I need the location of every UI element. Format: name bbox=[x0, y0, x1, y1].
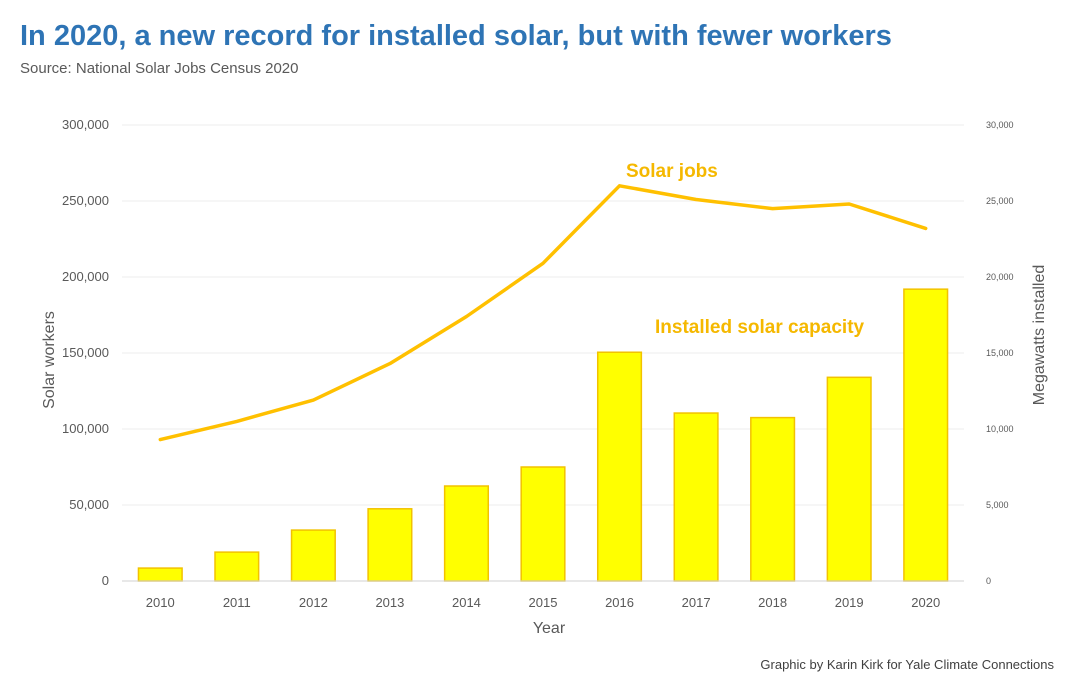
x-tick-label: 2018 bbox=[758, 595, 787, 610]
y-right-tick-label: 25,000 bbox=[986, 196, 1014, 206]
y-left-tick-label: 300,000 bbox=[62, 117, 109, 132]
capacity-bar bbox=[750, 416, 796, 582]
graphic-credit: Graphic by Karin Kirk for Yale Climate C… bbox=[760, 657, 1054, 672]
jobs-line-layer bbox=[158, 184, 928, 442]
x-axis-label: Year bbox=[533, 620, 566, 637]
y-left-tick-label: 250,000 bbox=[62, 193, 109, 208]
y-right-tick-label: 0 bbox=[986, 576, 991, 586]
y-right-tick-label: 30,000 bbox=[986, 120, 1014, 130]
y-left-tick-label: 50,000 bbox=[69, 497, 109, 512]
x-tick-label: 2013 bbox=[375, 595, 404, 610]
capacity-bar bbox=[596, 351, 643, 582]
chart-subtitle: Source: National Solar Jobs Census 2020 bbox=[20, 60, 299, 77]
capacity-bar bbox=[214, 551, 260, 582]
capacity-bar bbox=[903, 288, 949, 582]
installed-capacity-annotation: Installed solar capacity bbox=[655, 317, 865, 338]
capacity-bar bbox=[520, 466, 566, 582]
y-right-tick-label: 15,000 bbox=[986, 348, 1014, 358]
capacity-bar bbox=[290, 529, 336, 582]
x-tick-label: 2020 bbox=[911, 595, 940, 610]
y-left-tick-label: 0 bbox=[102, 573, 109, 588]
x-tick-label: 2016 bbox=[605, 595, 634, 610]
y-right-tick-label: 10,000 bbox=[986, 424, 1014, 434]
y-left-tick-label: 150,000 bbox=[62, 345, 109, 360]
capacity-bar bbox=[367, 508, 413, 582]
solar-jobs-line bbox=[158, 184, 928, 442]
x-tick-label: 2010 bbox=[146, 595, 175, 610]
capacity-bars bbox=[137, 288, 949, 582]
x-tick-label: 2017 bbox=[682, 595, 711, 610]
y-axis-right-label: Megawatts installed bbox=[1031, 265, 1048, 406]
x-tick-label: 2019 bbox=[835, 595, 864, 610]
x-tick-label: 2015 bbox=[529, 595, 558, 610]
y-left-tick-label: 100,000 bbox=[62, 421, 109, 436]
capacity-bar bbox=[137, 567, 183, 582]
solar-jobs-annotation: Solar jobs bbox=[626, 161, 718, 182]
y-right-tick-label: 5,000 bbox=[986, 500, 1009, 510]
y-axis-left-label: Solar workers bbox=[41, 311, 58, 409]
chart-title: In 2020, a new record for installed sola… bbox=[20, 20, 892, 52]
x-tick-label: 2014 bbox=[452, 595, 481, 610]
capacity-bar bbox=[826, 376, 872, 582]
capacity-bar bbox=[443, 485, 490, 582]
axes: 0 50,000 100,000 150,000 200,000 250,000 300,0… bbox=[62, 117, 1014, 610]
capacity-bar bbox=[673, 412, 719, 582]
x-tick-label: 2012 bbox=[299, 595, 328, 610]
y-right-tick-label: 20,000 bbox=[986, 272, 1014, 282]
y-left-tick-label: 200,000 bbox=[62, 269, 109, 284]
x-tick-label: 2011 bbox=[223, 595, 251, 610]
